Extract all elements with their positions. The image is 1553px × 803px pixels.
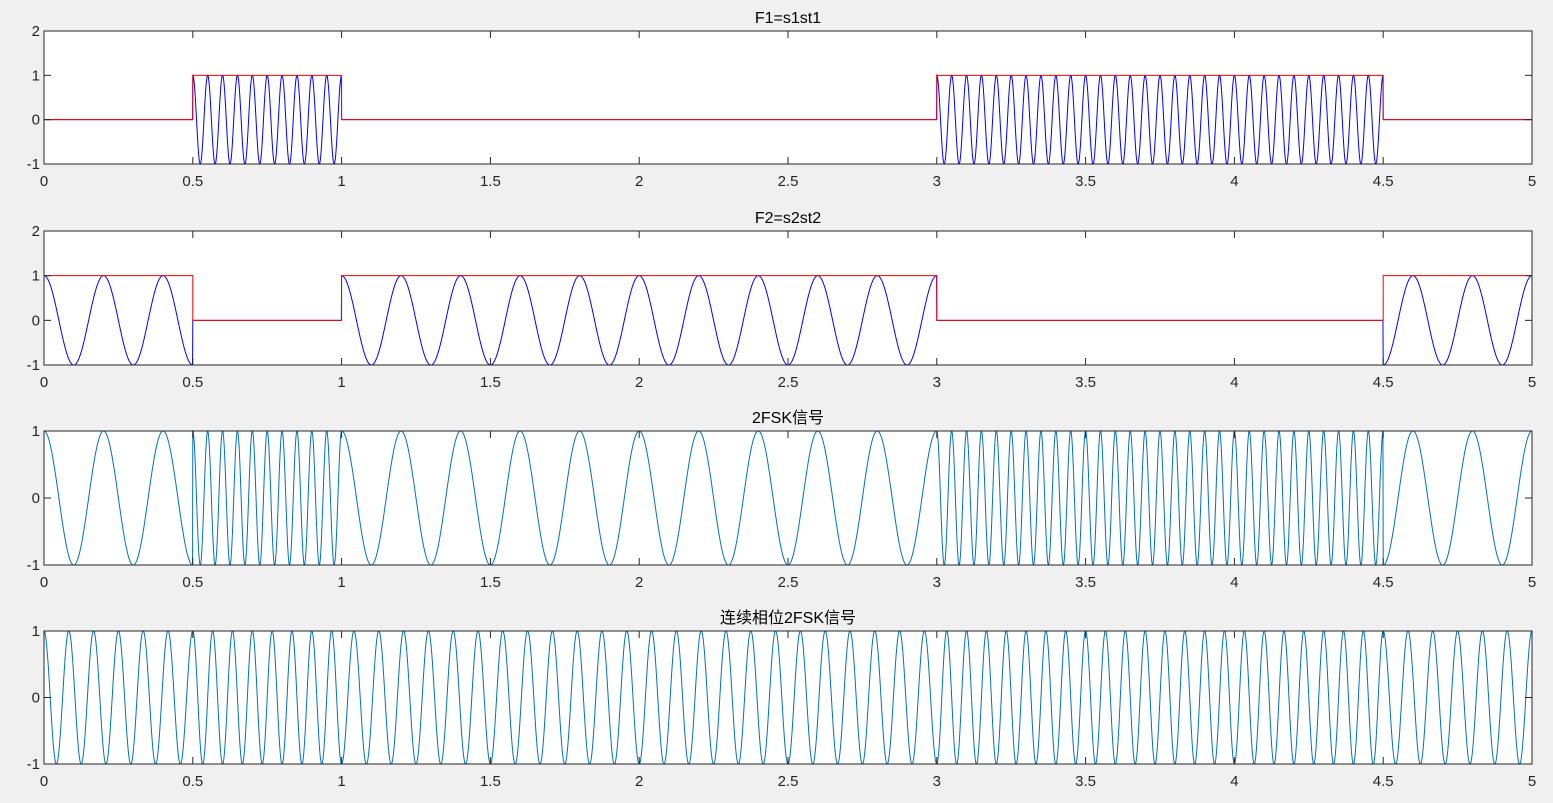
series-line-gate [44, 275, 1532, 321]
x-tick-label: 0 [40, 574, 48, 591]
chart-title: F2=s2st2 [755, 210, 821, 227]
y-tick-label: 1 [32, 423, 40, 440]
x-tick-label: 3.5 [1075, 574, 1096, 591]
x-tick-label: 3 [933, 173, 941, 190]
y-tick-label: 1 [32, 623, 40, 640]
x-tick-label: 4.5 [1373, 374, 1394, 391]
x-tick-label: 3 [933, 773, 941, 790]
x-tick-label: 4 [1230, 374, 1238, 391]
y-tick-label: 1 [32, 67, 40, 84]
chart-title: 连续相位2FSK信号 [720, 609, 856, 627]
x-tick-label: 2 [635, 574, 643, 591]
x-tick-label: 5 [1528, 374, 1536, 391]
x-tick-label: 5 [1528, 574, 1536, 591]
y-tick-label: -1 [27, 557, 40, 574]
x-tick-label: 0.5 [182, 173, 203, 190]
x-tick-label: 3 [933, 574, 941, 591]
x-tick-label: 2.5 [778, 773, 799, 790]
y-tick-label: 0 [32, 490, 40, 507]
x-tick-label: 2 [635, 173, 643, 190]
y-tick-label: 2 [32, 23, 40, 40]
y-tick-label: -1 [27, 756, 40, 773]
x-tick-label: 1.5 [480, 374, 501, 391]
y-tick-label: 0 [32, 112, 40, 129]
y-tick-label: 1 [32, 268, 40, 285]
x-tick-label: 4.5 [1373, 773, 1394, 790]
x-tick-label: 2.5 [778, 574, 799, 591]
x-tick-label: 1.5 [480, 173, 501, 190]
x-tick-label: 4 [1230, 773, 1238, 790]
x-tick-label: 1.5 [480, 574, 501, 591]
y-tick-label: 0 [32, 312, 40, 329]
x-tick-label: 2.5 [778, 173, 799, 190]
x-tick-label: 5 [1528, 173, 1536, 190]
x-tick-label: 1 [337, 574, 345, 591]
chart-title: F1=s1st1 [755, 10, 821, 27]
series-line-gate [44, 74, 1532, 121]
y-tick-label: -1 [27, 156, 40, 173]
x-tick-label: 0 [40, 173, 48, 190]
x-tick-label: 0.5 [182, 374, 203, 391]
y-tick-label: 0 [32, 690, 40, 707]
x-tick-label: 0 [40, 773, 48, 790]
x-tick-label: 5 [1528, 773, 1536, 790]
x-tick-label: 0 [40, 374, 48, 391]
x-tick-label: 2 [635, 374, 643, 391]
x-tick-label: 3 [933, 374, 941, 391]
x-tick-label: 2.5 [778, 374, 799, 391]
x-tick-label: 1 [337, 374, 345, 391]
x-tick-label: 1 [337, 773, 345, 790]
x-tick-label: 4.5 [1373, 173, 1394, 190]
x-tick-label: 0.5 [182, 773, 203, 790]
x-tick-label: 3.5 [1075, 374, 1096, 391]
x-tick-label: 3.5 [1075, 173, 1096, 190]
x-tick-label: 1.5 [480, 773, 501, 790]
y-tick-label: -1 [27, 357, 40, 374]
plot-area [43, 430, 1533, 566]
y-tick-label: 2 [32, 223, 40, 240]
x-tick-label: 3.5 [1075, 773, 1096, 790]
plot-area [43, 230, 1533, 366]
x-tick-label: 4 [1230, 574, 1238, 591]
plot-area [43, 630, 1533, 765]
x-tick-label: 0.5 [182, 574, 203, 591]
plot-area [43, 30, 1533, 165]
x-tick-label: 4.5 [1373, 574, 1394, 591]
series-group [44, 74, 1532, 165]
chart-title: 2FSK信号 [752, 409, 824, 427]
x-tick-label: 2 [635, 773, 643, 790]
x-tick-label: 1 [337, 173, 345, 190]
x-tick-label: 4 [1230, 173, 1238, 190]
